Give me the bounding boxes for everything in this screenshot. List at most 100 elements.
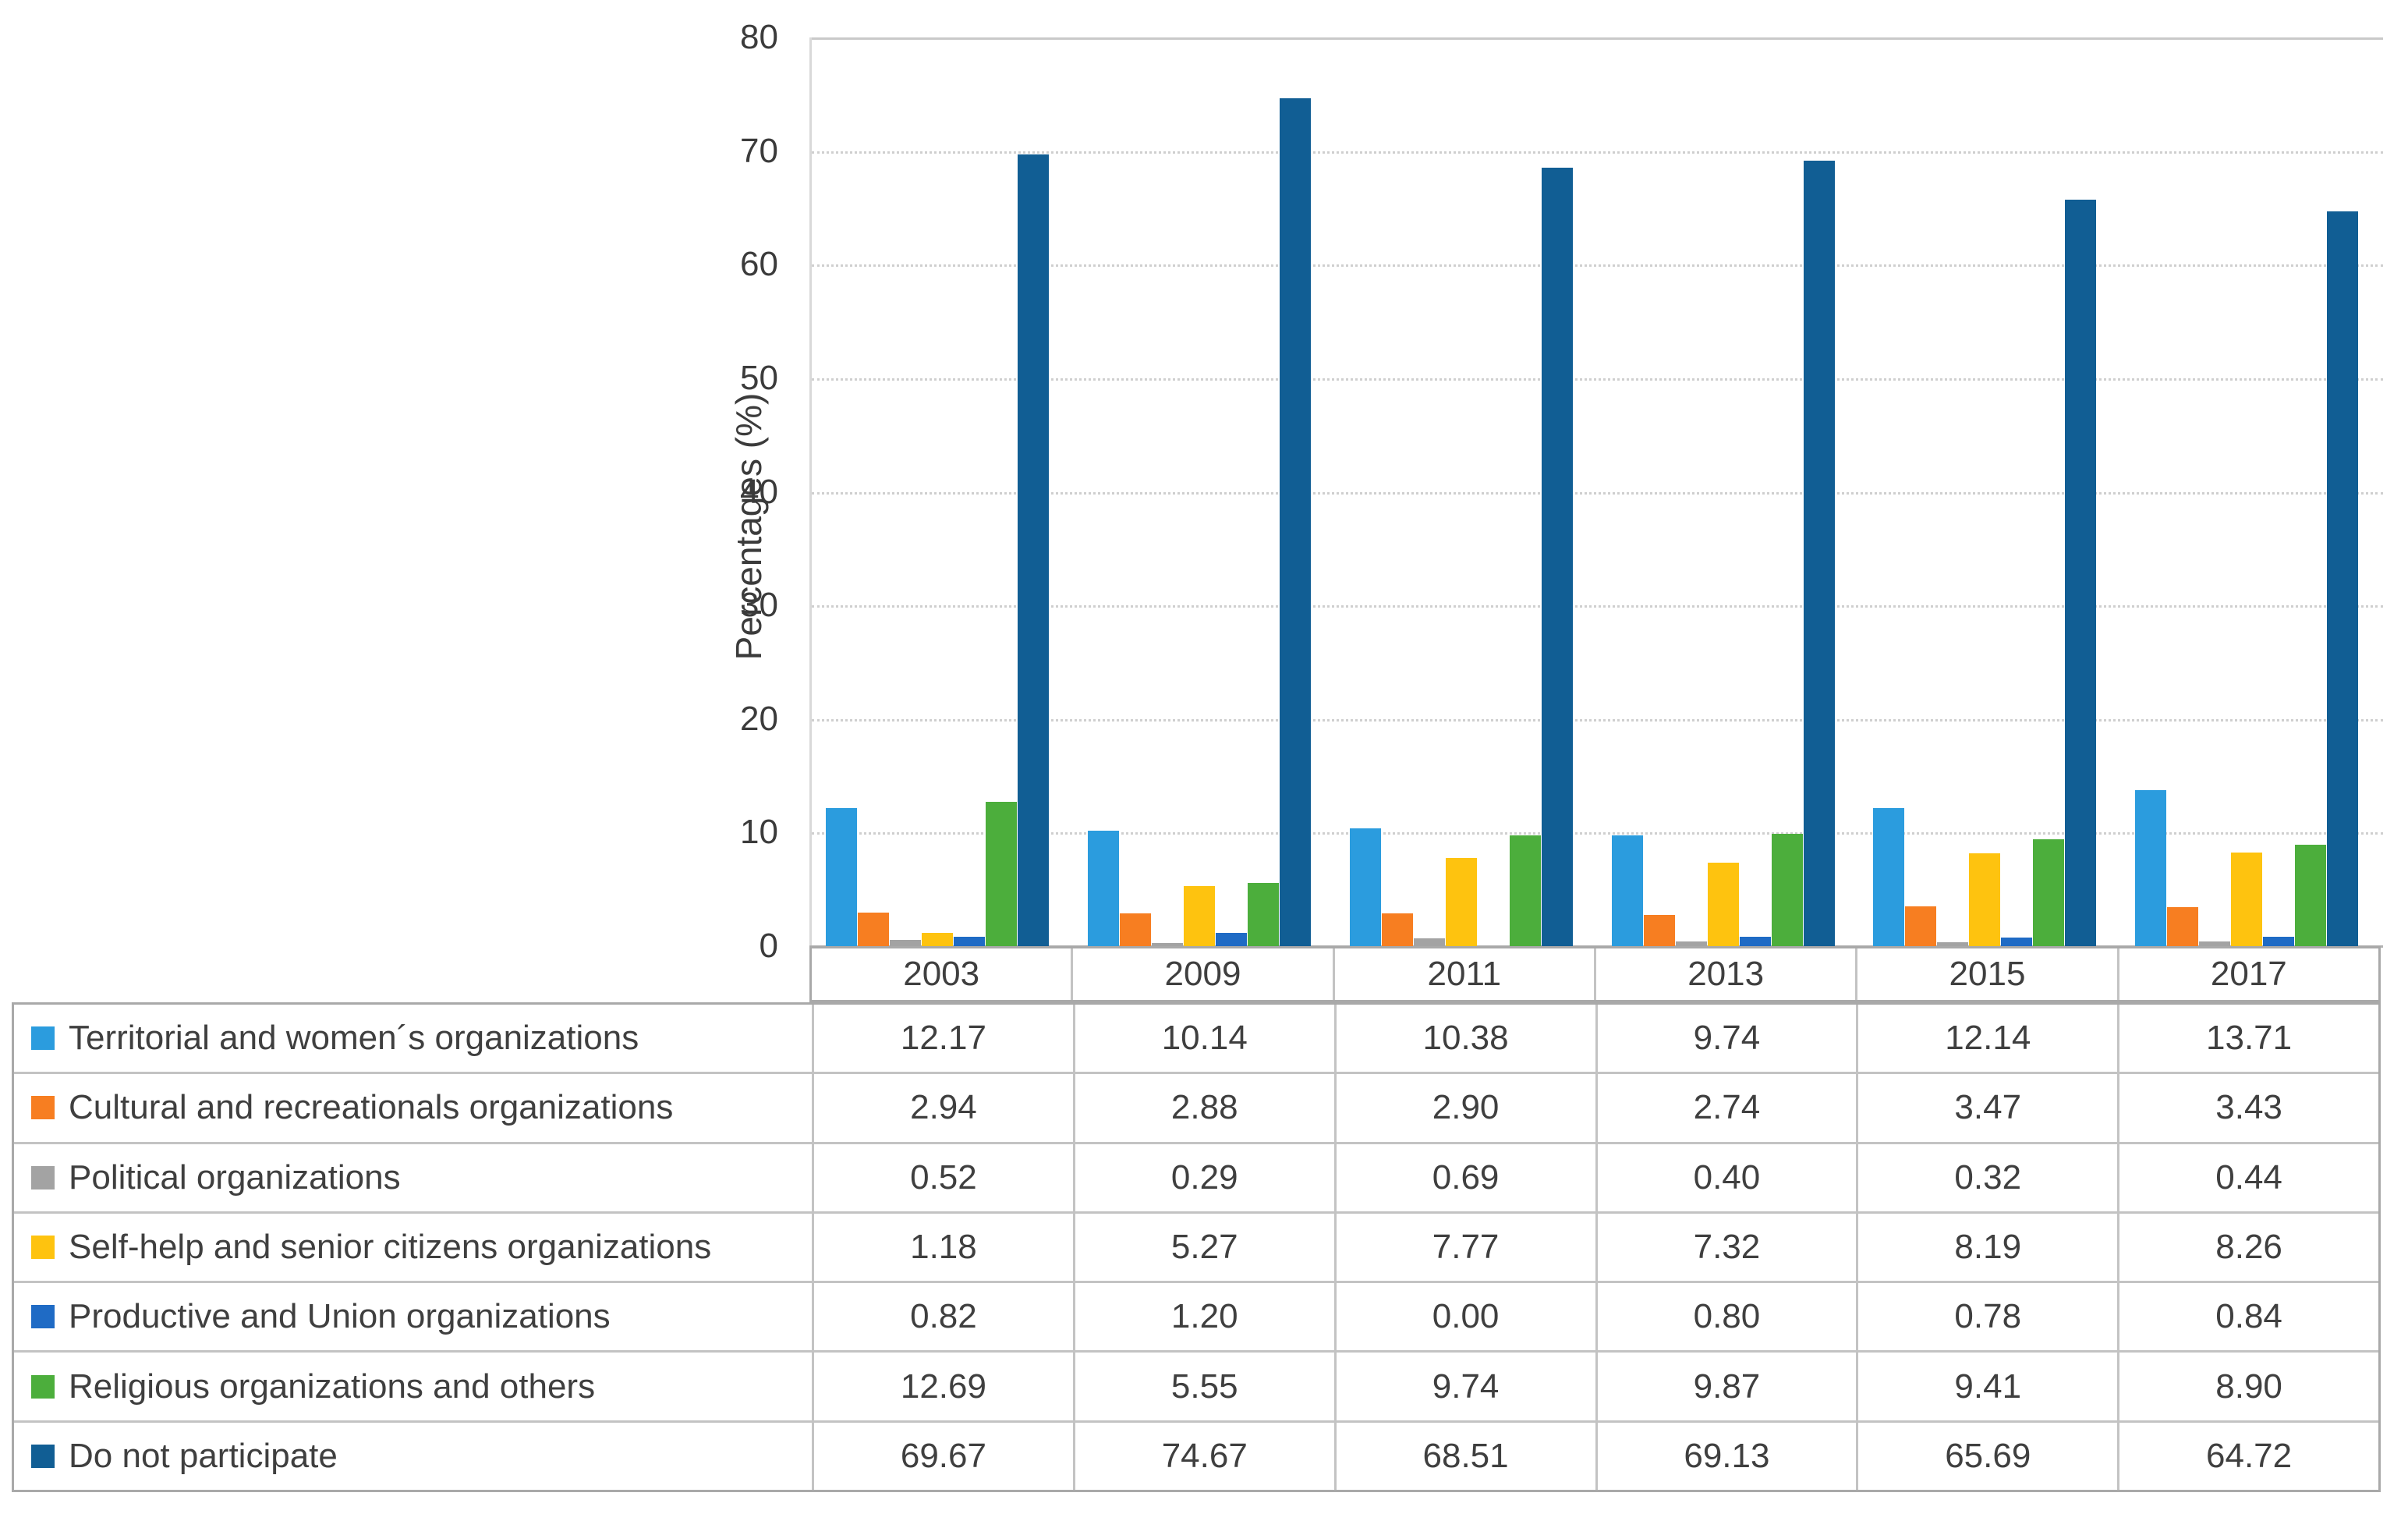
value-cell: 1.20 <box>1075 1283 1334 1351</box>
value-cell: 68.51 <box>1336 1422 1595 1490</box>
series-row-label: Do not participate <box>14 1422 812 1490</box>
bar <box>1611 835 1643 946</box>
legend-swatch-icon <box>31 1374 55 1399</box>
value-cell: 8.19 <box>1858 1213 2118 1282</box>
value-cell: 10.14 <box>1075 1005 1334 1072</box>
value-cell: 9.41 <box>1858 1353 2118 1420</box>
series-row-label: Productive and Union organizations <box>14 1283 812 1351</box>
y-tick-label: 80 <box>740 18 778 56</box>
gridline <box>812 718 2383 722</box>
bar <box>2327 211 2359 946</box>
chart-plot-area <box>809 37 2383 948</box>
bar <box>826 807 857 946</box>
bar <box>2033 838 2065 946</box>
value-cell: 0.44 <box>2119 1143 2378 1211</box>
y-tick-label: 30 <box>740 586 778 625</box>
value-cell: 2.94 <box>814 1074 1073 1142</box>
y-tick-label: 10 <box>740 813 778 852</box>
bar <box>2065 200 2097 946</box>
value-cell: 5.27 <box>1075 1213 1334 1282</box>
bar <box>2263 936 2295 946</box>
value-cell: 1.18 <box>814 1213 1073 1282</box>
y-tick-label: 0 <box>759 927 778 965</box>
bar <box>1349 828 1381 946</box>
bar <box>1279 98 1311 946</box>
value-cell: 9.74 <box>1336 1353 1595 1420</box>
value-cell: 8.26 <box>2119 1213 2378 1282</box>
series-name: Territorial and women´s organizations <box>69 1019 639 1058</box>
legend-swatch-icon <box>31 1096 55 1120</box>
bar <box>954 937 985 946</box>
gridline <box>812 151 2383 154</box>
value-cell: 7.77 <box>1336 1213 1595 1282</box>
bar <box>2295 845 2327 946</box>
bar <box>1087 831 1119 946</box>
value-cell: 2.88 <box>1075 1074 1334 1142</box>
bar <box>986 802 1017 946</box>
legend-swatch-icon <box>31 1235 55 1259</box>
value-cell: 13.71 <box>2119 1005 2378 1072</box>
bar <box>1905 906 1937 946</box>
bar <box>1541 168 1573 946</box>
value-cell: 3.47 <box>1858 1074 2118 1142</box>
value-cell: 74.67 <box>1075 1422 1334 1490</box>
bar <box>1215 932 1247 946</box>
bar <box>1771 834 1803 946</box>
gridline <box>812 378 2383 381</box>
value-cell: 65.69 <box>1858 1422 2118 1490</box>
bar <box>1183 886 1215 946</box>
legend-swatch-icon <box>31 1444 55 1468</box>
value-cell: 12.17 <box>814 1005 1073 1072</box>
value-cell: 64.72 <box>2119 1422 2378 1490</box>
series-row-label: Religious organizations and others <box>14 1353 812 1420</box>
value-cell: 9.74 <box>1597 1005 1857 1072</box>
year-header-cell: 2011 <box>1334 948 1594 1000</box>
legend-swatch-icon <box>31 1305 55 1329</box>
value-cell: 0.40 <box>1597 1143 1857 1211</box>
bar <box>1509 835 1541 946</box>
value-cell: 12.69 <box>814 1353 1073 1420</box>
series-row-label: Self-help and senior citizens organizati… <box>14 1213 812 1282</box>
bar <box>1413 938 1445 946</box>
bar <box>1675 941 1707 946</box>
legend-swatch-icon <box>31 1165 55 1190</box>
bar <box>1937 942 1969 946</box>
value-cell: 0.78 <box>1858 1283 2118 1351</box>
value-cell: 0.69 <box>1336 1143 1595 1211</box>
table-year-header-row: 2003 2009 2011 2013 2015 2017 <box>809 946 2381 1002</box>
value-cell: 2.74 <box>1597 1074 1857 1142</box>
bar <box>1247 883 1279 946</box>
y-tick-label: 70 <box>740 131 778 170</box>
series-name: Cultural and recreationals organizations <box>69 1088 674 1127</box>
value-cell: 0.29 <box>1075 1143 1334 1211</box>
data-table: Territorial and women´s organizations 12.… <box>12 1002 2381 1492</box>
bar <box>2231 852 2263 946</box>
bar <box>2199 941 2231 946</box>
value-cell: 0.52 <box>814 1143 1073 1211</box>
bar <box>1707 863 1739 946</box>
bar <box>1018 154 1049 946</box>
value-cell: 2.90 <box>1336 1074 1595 1142</box>
y-tick-label: 20 <box>740 699 778 738</box>
year-header-cell: 2015 <box>1857 948 2117 1000</box>
year-header-cell: 2017 <box>2119 948 2378 1000</box>
bar <box>858 913 889 946</box>
gridline <box>812 832 2383 835</box>
bar <box>1873 808 1905 946</box>
value-cell: 10.38 <box>1336 1005 1595 1072</box>
bar <box>890 940 921 946</box>
bar <box>2167 907 2199 946</box>
y-tick-label: 50 <box>740 358 778 397</box>
bar <box>1445 857 1477 946</box>
bar <box>922 932 953 946</box>
gridline <box>812 264 2383 268</box>
bar <box>2135 790 2167 946</box>
bar <box>1803 161 1835 946</box>
bar <box>1151 942 1183 946</box>
value-cell: 5.55 <box>1075 1353 1334 1420</box>
year-header-cell: 2003 <box>812 948 1071 1000</box>
series-name: Self-help and senior citizens organizati… <box>69 1227 712 1266</box>
value-cell: 69.13 <box>1597 1422 1857 1490</box>
value-cell: 0.00 <box>1336 1283 1595 1351</box>
series-row-label: Political organizations <box>14 1143 812 1211</box>
